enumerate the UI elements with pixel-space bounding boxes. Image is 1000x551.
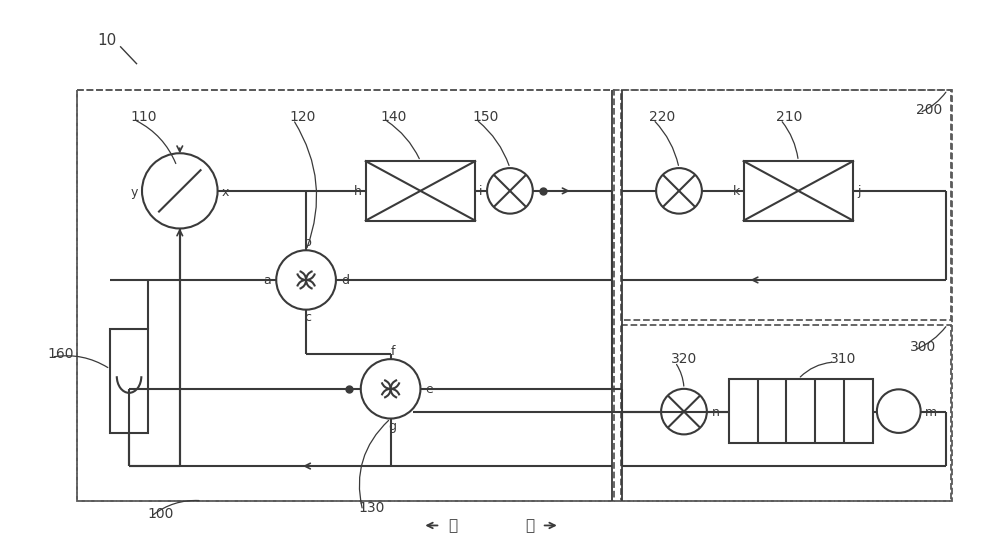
- Text: d: d: [341, 274, 349, 288]
- Text: 210: 210: [776, 110, 803, 123]
- Text: m: m: [925, 406, 937, 419]
- Text: a: a: [264, 274, 271, 288]
- Text: n: n: [712, 406, 720, 419]
- Text: c: c: [305, 311, 312, 324]
- Bar: [744, 161, 853, 220]
- Text: 130: 130: [359, 501, 385, 515]
- Text: 320: 320: [671, 352, 697, 366]
- Bar: [729, 379, 873, 444]
- Text: i: i: [479, 185, 483, 198]
- Text: 220: 220: [649, 110, 675, 123]
- Text: k: k: [732, 185, 740, 198]
- Text: 左: 左: [449, 518, 458, 533]
- Text: 150: 150: [472, 110, 499, 123]
- Bar: [621, 325, 951, 501]
- Bar: [77, 90, 952, 501]
- Text: y: y: [131, 186, 138, 199]
- Text: 100: 100: [147, 506, 173, 521]
- Text: 300: 300: [910, 341, 936, 354]
- Text: 120: 120: [289, 110, 316, 123]
- Text: h: h: [354, 185, 362, 198]
- Text: 200: 200: [916, 102, 942, 117]
- Text: 160: 160: [48, 347, 74, 361]
- Text: 310: 310: [830, 352, 857, 366]
- Text: e: e: [425, 383, 433, 396]
- Text: f: f: [390, 345, 395, 358]
- Text: x: x: [222, 186, 229, 199]
- Text: b: b: [304, 236, 312, 249]
- Bar: [77, 90, 614, 501]
- Bar: [110, 329, 148, 434]
- Text: 10: 10: [97, 33, 116, 48]
- Text: 右: 右: [525, 518, 534, 533]
- Bar: [621, 90, 951, 320]
- Text: j: j: [857, 185, 861, 198]
- Text: 140: 140: [381, 110, 407, 123]
- Text: 110: 110: [130, 110, 157, 123]
- Text: g: g: [389, 420, 397, 433]
- Bar: [366, 161, 475, 220]
